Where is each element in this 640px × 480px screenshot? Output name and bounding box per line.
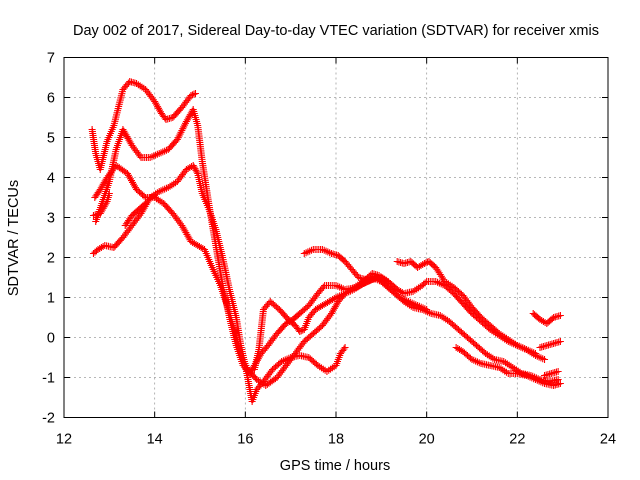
series-track-g	[393, 258, 539, 357]
x-tick-label: 20	[419, 432, 435, 448]
data-point	[190, 90, 198, 98]
data-point	[341, 344, 349, 351]
data-point	[123, 170, 131, 177]
x-tick-label: 22	[509, 432, 525, 448]
data-point	[419, 261, 427, 268]
data-point	[124, 79, 132, 87]
data-point	[129, 178, 137, 186]
y-axis-label: SDTVAR / TECUs	[6, 180, 22, 296]
y-tick-label: 3	[47, 211, 55, 227]
data-point	[541, 356, 549, 363]
data-point	[182, 229, 190, 237]
data-point	[384, 278, 392, 285]
data-point	[142, 200, 150, 207]
data-point	[556, 312, 564, 319]
data-point	[187, 92, 195, 99]
y-tick-label: -2	[42, 411, 55, 427]
series-track-d	[92, 106, 562, 385]
data-point	[180, 225, 188, 233]
series-track-i	[529, 310, 564, 327]
data-point	[423, 306, 431, 313]
x-tick-label: 24	[600, 432, 616, 448]
series-track-e	[250, 270, 392, 373]
series-track-k	[541, 368, 562, 379]
x-tick-label: 14	[147, 432, 163, 448]
data-point	[123, 133, 131, 141]
data-point	[181, 227, 189, 235]
data-point	[119, 126, 127, 133]
data-point	[178, 222, 186, 229]
data-point	[340, 345, 348, 353]
y-tick-label: -1	[42, 371, 55, 387]
data-point	[531, 350, 539, 357]
data-point	[184, 232, 192, 240]
series-track-f	[300, 246, 431, 313]
data-point	[105, 190, 113, 197]
data-point	[193, 168, 201, 176]
data-point	[330, 295, 338, 302]
y-tick-label: 2	[47, 251, 55, 267]
data-point	[548, 315, 556, 323]
data-point	[125, 173, 133, 181]
data-point	[191, 90, 199, 97]
data-point	[126, 138, 134, 146]
data-point	[188, 91, 196, 99]
data-point	[121, 129, 129, 137]
data-point	[421, 279, 429, 287]
series-track-l	[89, 190, 113, 219]
x-axis-label: GPS time / hours	[280, 458, 390, 474]
x-tick-label: 12	[56, 432, 72, 448]
data-point	[297, 327, 305, 335]
y-tick-label: 1	[47, 291, 55, 307]
series-track-a	[88, 78, 199, 173]
data-point	[125, 136, 133, 144]
data-point	[127, 177, 135, 185]
data-point	[137, 210, 145, 217]
series-track-m	[121, 200, 150, 229]
x-tick-label: 16	[237, 432, 253, 448]
data-point	[556, 338, 564, 345]
data-point	[136, 152, 144, 160]
data-point	[185, 234, 193, 242]
data-point	[140, 201, 148, 209]
data-point	[122, 131, 130, 139]
data-point	[296, 328, 304, 335]
data-point	[440, 276, 448, 284]
data-point	[179, 223, 187, 231]
chart-title: Day 002 of 2017, Sidereal Day-to-day VTE…	[73, 23, 599, 39]
data-point	[131, 182, 139, 190]
data-points	[88, 78, 564, 405]
data-point	[102, 199, 110, 207]
data-point	[130, 180, 138, 188]
grid-lines	[64, 57, 608, 418]
y-tick-label: 5	[47, 131, 55, 147]
series-track-c	[91, 162, 549, 389]
data-point	[120, 127, 128, 135]
data-point	[140, 192, 148, 200]
y-tick-label: 4	[47, 171, 55, 187]
x-tick-label: 18	[328, 432, 344, 448]
y-tick-label: 0	[47, 331, 55, 347]
data-point	[319, 283, 327, 291]
axis-ticks	[63, 57, 609, 418]
data-point	[554, 376, 562, 383]
data-point	[420, 260, 428, 267]
data-point	[556, 380, 564, 387]
data-point	[554, 368, 562, 375]
series-track-j	[536, 338, 564, 351]
data-point	[183, 230, 191, 238]
data-point	[124, 134, 132, 142]
y-tick-label: 6	[47, 91, 55, 107]
series-track-h	[452, 344, 564, 389]
y-tick-label: 7	[47, 51, 55, 67]
data-point	[126, 175, 134, 183]
data-point	[124, 171, 132, 179]
